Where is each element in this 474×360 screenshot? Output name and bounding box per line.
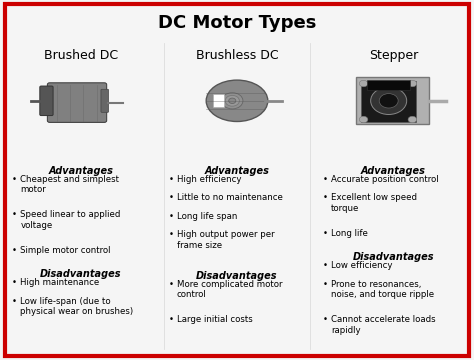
Text: •: • [322,279,328,288]
Text: Stepper: Stepper [369,49,418,62]
Ellipse shape [206,80,268,122]
Circle shape [359,80,368,87]
Text: •: • [168,279,173,288]
Text: •: • [322,261,328,270]
Ellipse shape [228,98,236,104]
Text: High output power per
frame size: High output power per frame size [177,230,274,250]
Text: Disadvantages: Disadvantages [353,252,434,262]
Text: Low efficiency: Low efficiency [331,261,392,270]
Text: •: • [322,229,328,238]
FancyBboxPatch shape [361,81,416,122]
Text: •: • [12,246,17,255]
Text: Advantages: Advantages [48,166,113,176]
Text: More complicated motor
control: More complicated motor control [177,279,283,299]
Text: Prone to resonances,
noise, and torque ripple: Prone to resonances, noise, and torque r… [331,279,434,299]
Text: Large initial costs: Large initial costs [177,315,253,324]
Text: DC Motor Types: DC Motor Types [158,14,316,32]
Circle shape [379,94,398,108]
Text: Brushed DC: Brushed DC [44,49,118,62]
Text: •: • [322,175,328,184]
Text: •: • [168,230,173,239]
Text: •: • [168,212,173,221]
Text: •: • [12,278,17,287]
FancyBboxPatch shape [47,83,107,122]
Circle shape [408,116,417,123]
Text: Advantages: Advantages [205,166,269,176]
Text: •: • [322,315,328,324]
Text: Cannot accelerate loads
rapidly: Cannot accelerate loads rapidly [331,315,436,335]
Text: •: • [168,175,173,184]
FancyBboxPatch shape [367,80,410,90]
Text: Long life: Long life [331,229,368,238]
Text: •: • [12,297,17,306]
Ellipse shape [225,95,239,106]
Text: Simple motor control: Simple motor control [20,246,111,255]
Text: Advantages: Advantages [361,166,426,176]
Circle shape [371,87,407,114]
Text: High efficiency: High efficiency [177,175,241,184]
Text: Disadvantages: Disadvantages [196,270,278,280]
Text: •: • [168,193,173,202]
Text: Speed linear to applied
voltage: Speed linear to applied voltage [20,211,121,230]
Text: Brushless DC: Brushless DC [196,49,278,62]
Text: •: • [168,315,173,324]
Text: •: • [12,175,17,184]
FancyBboxPatch shape [356,77,429,124]
Text: Low life-span (due to
physical wear on brushes): Low life-span (due to physical wear on b… [20,297,134,316]
Circle shape [408,80,417,87]
Text: Cheapest and simplest
motor: Cheapest and simplest motor [20,175,119,194]
Circle shape [359,116,368,123]
Text: •: • [12,211,17,220]
FancyBboxPatch shape [213,94,224,107]
Text: Long life span: Long life span [177,212,237,221]
Text: Excellent low speed
torque: Excellent low speed torque [331,193,417,212]
Text: Disadvantages: Disadvantages [40,269,121,279]
Text: Accurate position control: Accurate position control [331,175,438,184]
FancyBboxPatch shape [101,89,109,112]
Text: High maintenance: High maintenance [20,278,100,287]
FancyBboxPatch shape [40,86,53,116]
Ellipse shape [221,93,243,109]
Text: Little to no maintenance: Little to no maintenance [177,193,283,202]
Text: •: • [322,193,328,202]
